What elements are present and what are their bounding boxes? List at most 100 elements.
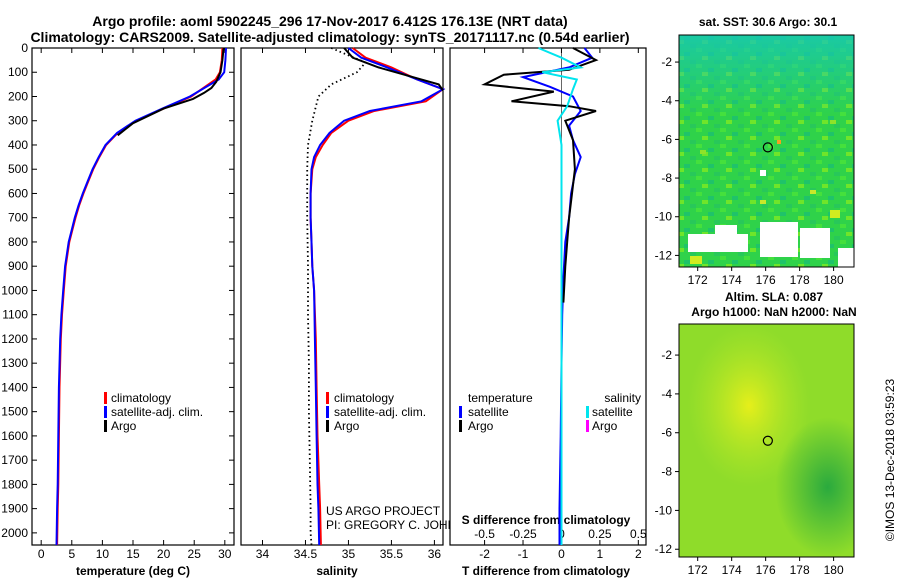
depth-tick-label: 300 [8,114,28,128]
legend-label-climatology: climatology [111,391,171,405]
lon-tick-label: 174 [722,563,742,577]
x-tick-label: 15 [126,547,140,561]
difference-axes [449,47,647,546]
salinity-panel: 34 34.5 35 35.5 36 salinity climatology sate… [240,47,482,578]
legend-label-climatology: climatology [334,391,394,405]
x-tick-label: -2 [479,547,490,561]
legend-label-s-argo: Argo [592,419,618,433]
temperature-tick-labels: 0 5 10 15 20 25 30 [38,48,232,561]
x-tick-label: 35 [342,547,356,561]
legend-swatch-climatology [326,392,329,404]
lat-tick-label: -10 [655,210,673,224]
depth-tick-label: 400 [8,138,28,152]
series-argo [343,47,444,91]
s-difference-tick-label: -0.5 [474,527,495,541]
lat-tick-label: -4 [661,387,672,401]
difference-panel: -2 -1 0 1 2 -0.5 -0.25 0 0.25 0.5 T difference f… [449,47,647,578]
lon-tick-label: 172 [688,563,708,577]
x-tick-label: 25 [188,547,202,561]
temperature-xlabel: temperature (deg C) [76,564,190,578]
depth-tick-label: 1200 [1,332,28,346]
sst-map-panel: sat. SST: 30.6 Argo: 30.1 [655,15,855,287]
legend-label-s-satellite: satellite [592,405,633,419]
depth-tick-label: 1700 [1,453,28,467]
salinity-legend: climatology satellite-adj. clim. Argo [326,391,426,433]
depth-tick-label: 2000 [1,526,28,540]
x-tick-label: 36 [428,547,442,561]
lon-tick-label: 176 [756,273,776,287]
sst-warm-band [679,35,854,115]
pi-annotation: PI: GREGORY C. JOHNSON [326,518,482,532]
x-tick-label: 30 [218,547,232,561]
title-line-2: Climatology: CARS2009. Satellite-adjuste… [30,29,629,45]
sla-map-frame [678,323,855,558]
legend-label-t-satellite: satellite [468,405,509,419]
sla-lon-tick-labels: 172 174 176 178 180 [688,557,844,577]
x-tick-label: 20 [157,547,171,561]
depth-tick-label: 1100 [2,308,28,322]
s-difference-tick-label: 0.25 [588,527,612,541]
legend-swatch-s-satellite [586,406,589,418]
salinity-tick-labels: 34 34.5 35 35.5 36 [256,48,442,561]
sst-cloud-gaps [688,170,854,267]
legend-label-argo: Argo [334,419,360,433]
depth-tick-label: 1000 [1,283,28,297]
sla-low-anomaly [679,324,854,557]
lon-tick-label: 176 [756,563,776,577]
depth-tick-label: 1300 [1,356,28,370]
lon-tick-label: 180 [824,563,844,577]
lon-tick-label: 174 [722,273,742,287]
legend-swatch-t-argo [459,420,462,432]
sst-map-title: sat. SST: 30.6 Argo: 30.1 [699,15,838,29]
lon-tick-label: 178 [790,273,810,287]
lon-tick-label: 172 [688,273,708,287]
sla-map-title-2: Argo h1000: NaN h2000: NaN [691,305,856,319]
x-tick-label: 35.5 [380,547,404,561]
lat-tick-label: -8 [661,465,672,479]
depth-tick-label: 500 [8,162,28,176]
depth-tick-label: 1900 [1,502,28,516]
depth-tick-label: 800 [8,235,28,249]
depth-tick-label: 600 [8,186,28,200]
sst-lon-tick-labels: 172 174 176 178 180 [688,267,844,287]
lat-tick-label: -10 [655,503,673,517]
lon-tick-label: 178 [790,563,810,577]
x-tick-label: 34.5 [294,547,318,561]
x-tick-label: 1 [597,547,604,561]
x-tick-label: 10 [96,547,110,561]
t-difference-tick-labels: -2 -1 0 1 2 [479,48,642,561]
depth-tick-label: 100 [8,65,28,79]
difference-legend: temperature satellite Argo salinity sate… [459,391,641,433]
series-salinity-satellite [538,47,585,545]
sla-map-title-1: Altim. SLA: 0.087 [725,290,823,304]
legend-label-t-argo: Argo [468,419,494,433]
lat-tick-label: -12 [655,542,673,556]
sla-profile-marker [762,435,773,446]
legend-label-satellite: satellite-adj. clim. [334,405,426,419]
s-difference-tick-label: 0.5 [630,527,647,541]
legend-swatch-argo [326,420,329,432]
legend-swatch-satellite [326,406,329,418]
series-satellite-adj-clim- [309,47,446,546]
lat-tick-label: -12 [655,248,673,262]
x-tick-label: 34 [256,547,270,561]
x-tick-label: 0 [38,547,45,561]
sla-map-panel: Altim. SLA: 0.087 Argo h1000: NaN h2000:… [655,290,857,577]
salinity-axes [240,47,444,546]
depth-tick-label: 1600 [1,429,28,443]
title-line-1: Argo profile: aoml 5902245_296 17-Nov-20… [92,13,567,29]
sst-map-frame [678,34,855,268]
x-tick-label: 2 [635,547,642,561]
difference-series [481,47,599,545]
sst-speckle [690,120,840,264]
lat-tick-label: -6 [661,426,672,440]
salinity-xlabel: salinity [316,564,358,578]
lat-tick-label: -8 [661,171,672,185]
project-annotation: US ARGO PROJECT [326,504,441,518]
depth-tick-label: 700 [8,211,28,225]
legend-swatch-t-satellite [459,406,462,418]
x-tick-label: 0 [558,547,565,561]
x-tick-label: -1 [518,547,529,561]
depth-tick-label: 1500 [1,405,28,419]
salinity-series [306,47,446,546]
